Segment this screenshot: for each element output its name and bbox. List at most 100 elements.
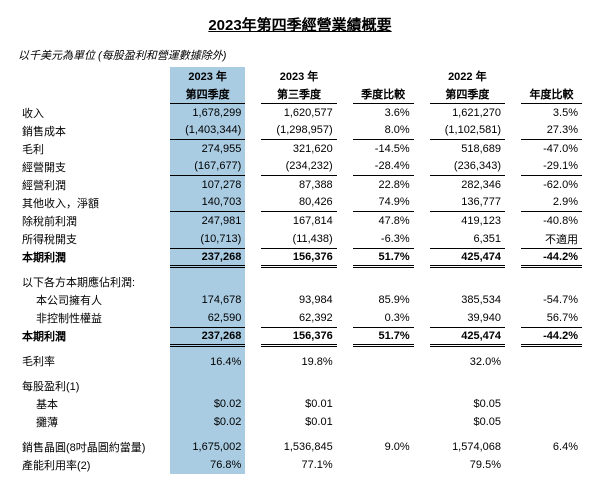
cell: (1,298,957) — [261, 122, 336, 140]
col-label — [18, 67, 170, 85]
cell: $0.02 — [170, 413, 245, 431]
cell: 3.6% — [353, 104, 414, 122]
unit-note: 以千美元為單位 (每股盈利和營運數據除外) — [18, 47, 582, 63]
cell: 51.7% — [353, 327, 414, 345]
row-label: 所得稅開支 — [18, 230, 170, 249]
cell: $0.01 — [261, 413, 336, 431]
hdr-c1a: 2023 年 — [170, 67, 245, 85]
cell: 1,621,270 — [430, 104, 505, 122]
hdr-c3: 季度比較 — [353, 67, 414, 104]
cell: 8.0% — [353, 122, 414, 140]
cell: 140,703 — [170, 194, 245, 212]
cell: -62.0% — [521, 176, 582, 194]
cell: -6.3% — [353, 230, 414, 249]
cell: 107,278 — [170, 176, 245, 194]
cell: 62,590 — [170, 309, 245, 327]
cell: $0.02 — [170, 395, 245, 413]
row-label: 收入 — [18, 104, 170, 122]
financial-table: 2023 年 2023 年 季度比較 2022 年 年度比較 第四季度 第三季度… — [18, 67, 582, 474]
cell: -54.7% — [521, 291, 582, 309]
cell: 274,955 — [170, 140, 245, 158]
cell: -47.0% — [521, 140, 582, 158]
cell: $0.01 — [261, 395, 336, 413]
cell: 156,376 — [261, 248, 336, 266]
cell: 419,123 — [430, 212, 505, 230]
cell: 1,536,845 — [261, 431, 336, 456]
hdr-c2a: 2023 年 — [261, 67, 336, 85]
row-label: 銷售晶圓(8吋晶圓約當量) — [18, 431, 170, 456]
row-label: 毛利 — [18, 140, 170, 158]
cell — [353, 413, 414, 431]
cell: 56.7% — [521, 309, 582, 327]
row-label: 產能利用率(2) — [18, 456, 170, 474]
row-label: 銷售成本 — [18, 122, 170, 140]
cell: 76.8% — [170, 456, 245, 474]
cell: 174,678 — [170, 291, 245, 309]
cell: $0.05 — [430, 413, 505, 431]
hdr-c1b: 第四季度 — [170, 85, 245, 104]
row-label: 除稅前利潤 — [18, 212, 170, 230]
row-label: 非控制性權益 — [18, 309, 170, 327]
row-label: 經營利潤 — [18, 176, 170, 194]
cell: 0.3% — [353, 309, 414, 327]
cell: 136,777 — [430, 194, 505, 212]
hdr-c5: 年度比較 — [521, 67, 582, 104]
cell — [521, 345, 582, 370]
row-label: 毛利率 — [18, 345, 170, 370]
cell: (234,232) — [261, 158, 336, 176]
row-label: 攤薄 — [18, 413, 170, 431]
cell: -44.2% — [521, 248, 582, 266]
cell: 321,620 — [261, 140, 336, 158]
row-label: 基本 — [18, 395, 170, 413]
cell — [521, 395, 582, 413]
cell: 237,268 — [170, 327, 245, 345]
cell: 425,474 — [430, 327, 505, 345]
cell: 85.9% — [353, 291, 414, 309]
cell: 22.8% — [353, 176, 414, 194]
row-label: 以下各方本期應佔利潤: — [18, 266, 170, 291]
cell — [521, 456, 582, 474]
cell: 425,474 — [430, 248, 505, 266]
cell: 79.5% — [430, 456, 505, 474]
cell: (236,343) — [430, 158, 505, 176]
hdr-c2b: 第三季度 — [261, 85, 336, 104]
hdr-c4a: 2022 年 — [430, 67, 505, 85]
row-label: 經營開支 — [18, 158, 170, 176]
cell: 39,940 — [430, 309, 505, 327]
cell: 1,620,577 — [261, 104, 336, 122]
cell: 不適用 — [521, 230, 582, 249]
cell: 77.1% — [261, 456, 336, 474]
cell: (1,102,581) — [430, 122, 505, 140]
cell — [353, 395, 414, 413]
cell: 19.8% — [261, 345, 336, 370]
row-label: 本期利潤 — [18, 248, 170, 266]
cell: 1,675,002 — [170, 431, 245, 456]
cell: 51.7% — [353, 248, 414, 266]
cell: (10,713) — [170, 230, 245, 249]
hdr-c4b: 第四季度 — [430, 85, 505, 104]
cell: -14.5% — [353, 140, 414, 158]
cell: (167,677) — [170, 158, 245, 176]
cell: -28.4% — [353, 158, 414, 176]
row-label: 每股盈利(1) — [18, 370, 170, 395]
cell: (1,403,344) — [170, 122, 245, 140]
cell — [353, 345, 414, 370]
cell: 247,981 — [170, 212, 245, 230]
cell — [521, 413, 582, 431]
cell: 1,678,299 — [170, 104, 245, 122]
cell: 385,534 — [430, 291, 505, 309]
row-label: 本公司擁有人 — [18, 291, 170, 309]
cell: 156,376 — [261, 327, 336, 345]
cell: -29.1% — [521, 158, 582, 176]
cell: 32.0% — [430, 345, 505, 370]
cell: 74.9% — [353, 194, 414, 212]
cell: (11,438) — [261, 230, 336, 249]
row-label: 本期利潤 — [18, 327, 170, 345]
cell: 93,984 — [261, 291, 336, 309]
cell: 2.9% — [521, 194, 582, 212]
cell: 282,346 — [430, 176, 505, 194]
cell: 518,689 — [430, 140, 505, 158]
cell: 47.8% — [353, 212, 414, 230]
cell: 62,392 — [261, 309, 336, 327]
cell: 1,574,068 — [430, 431, 505, 456]
